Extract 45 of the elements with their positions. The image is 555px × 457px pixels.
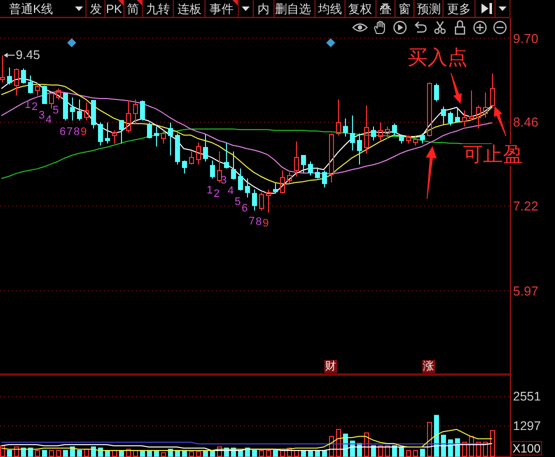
text: 更多	[447, 2, 471, 16]
annotation: 可止盈	[463, 144, 523, 166]
annotation: 1	[206, 184, 213, 196]
annotation: 9	[80, 126, 87, 138]
annotation: 财	[325, 360, 336, 372]
text: 内	[258, 2, 270, 16]
y-axis-title: X100	[512, 442, 541, 456]
annotation: 3	[38, 109, 45, 122]
annotation: 9.45	[16, 48, 40, 62]
annotation: 5	[234, 196, 241, 208]
y-tick-label: 7.22	[513, 198, 538, 214]
text: 普通K线	[8, 2, 54, 16]
annotation: 7	[248, 216, 255, 228]
annotation: 买入点	[408, 47, 468, 69]
annotation: 1	[24, 99, 31, 112]
annotation: 2	[214, 188, 220, 200]
y-tick-label: 2551	[513, 390, 541, 404]
text: 窗	[398, 2, 410, 16]
annotation: 8	[74, 126, 80, 138]
y-tick-label: 9.70	[513, 30, 538, 46]
text: 复权	[348, 2, 372, 16]
annotation: 9	[262, 218, 269, 230]
text: 九转	[146, 2, 170, 16]
y-tick-label: 1297	[513, 418, 541, 433]
annotation: 3	[220, 174, 227, 186]
text: 事件	[210, 2, 234, 16]
text: 连板	[178, 2, 202, 16]
text: 叠	[380, 2, 392, 16]
annotation: 4	[228, 185, 234, 198]
text: 简	[127, 2, 139, 16]
annotation: 涨	[423, 360, 434, 372]
text: 预测	[417, 2, 441, 16]
y-tick-label: 8.46	[513, 114, 538, 130]
text: PK	[106, 2, 122, 16]
text: 发	[90, 2, 102, 16]
annotation: 2	[32, 101, 38, 114]
annotation: 6	[242, 202, 248, 215]
annotation: 5	[52, 104, 59, 117]
y-tick-label: 5.97	[513, 283, 538, 298]
annotation: 7	[66, 126, 73, 138]
annotation: 6	[60, 126, 66, 138]
annotation: 8	[256, 216, 262, 228]
text: 均线	[317, 2, 342, 16]
annotation: 4	[46, 114, 52, 126]
text: 删自选	[275, 2, 311, 16]
